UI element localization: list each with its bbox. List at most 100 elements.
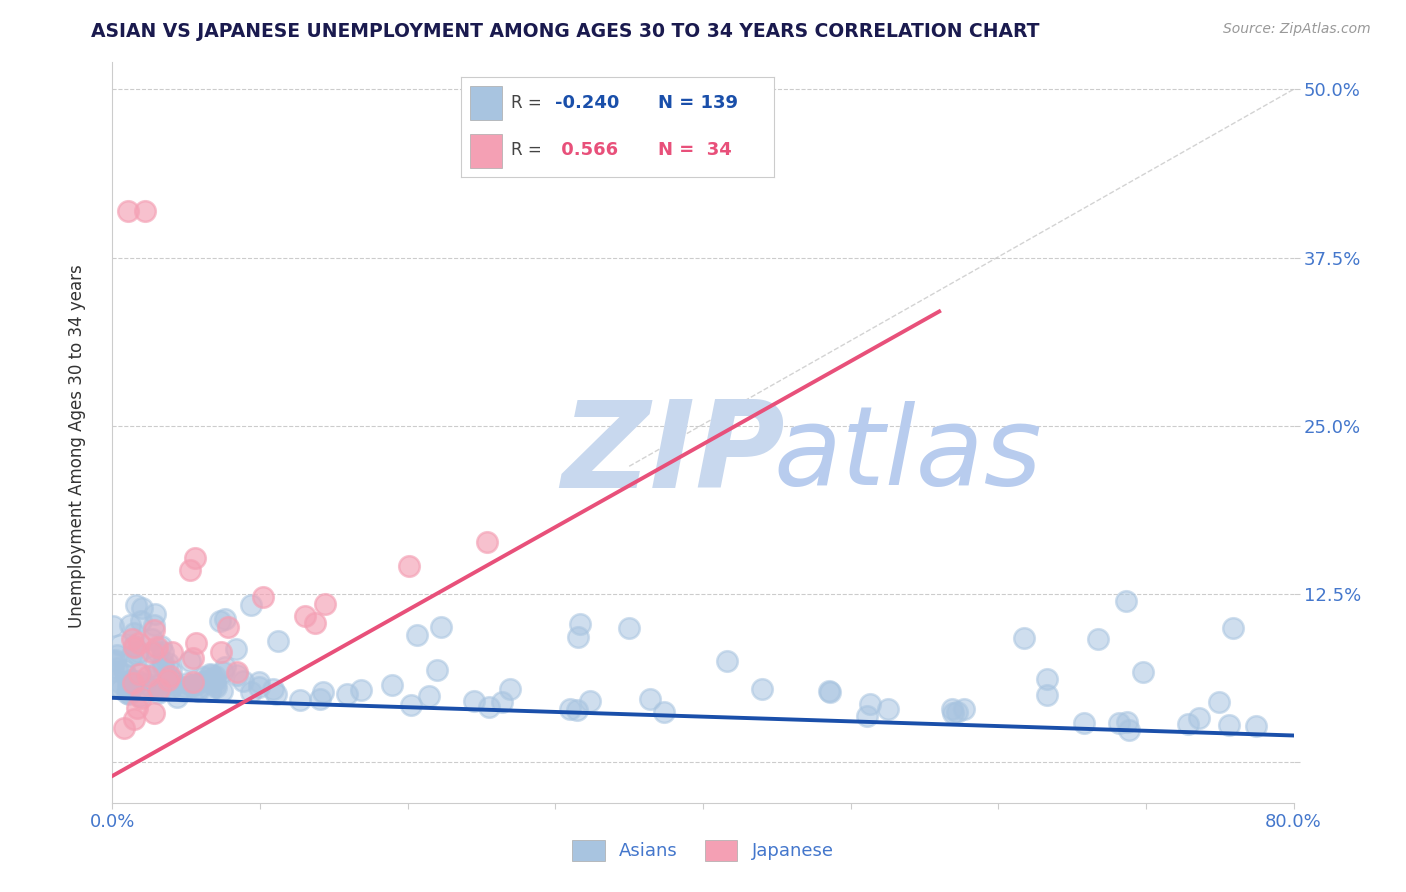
Point — [304, 615, 326, 630]
Point — [193, 674, 215, 689]
Point — [139, 680, 162, 694]
Point — [491, 695, 513, 709]
Point — [122, 625, 145, 640]
Point — [1177, 716, 1199, 731]
Point — [162, 645, 184, 659]
Point — [1087, 632, 1109, 646]
Point — [652, 705, 675, 719]
Point — [475, 535, 498, 549]
Point — [120, 648, 142, 663]
Point — [101, 664, 124, 678]
Point — [142, 617, 165, 632]
Point — [398, 559, 420, 574]
Point — [129, 665, 152, 680]
Point — [617, 621, 640, 635]
Point — [128, 636, 150, 650]
Point — [129, 690, 152, 705]
Point — [124, 678, 146, 692]
Point — [716, 654, 738, 668]
Point — [312, 685, 335, 699]
Point — [152, 660, 174, 674]
Point — [146, 686, 169, 700]
Point — [121, 632, 143, 646]
Point — [157, 657, 180, 671]
Point — [166, 690, 188, 704]
Point — [426, 663, 449, 677]
Point — [145, 645, 167, 659]
Point — [110, 681, 132, 696]
Point — [101, 654, 124, 668]
Point — [125, 648, 148, 662]
Point — [1036, 672, 1059, 686]
Point — [262, 681, 284, 696]
Point — [202, 675, 225, 690]
Point — [148, 664, 170, 678]
Point — [122, 640, 145, 655]
Point — [478, 700, 501, 714]
Point — [184, 550, 207, 565]
Point — [1132, 665, 1154, 680]
Point — [107, 674, 129, 689]
Point — [1208, 695, 1230, 709]
Point — [174, 680, 197, 694]
Point — [122, 712, 145, 726]
Point — [107, 680, 129, 694]
Point — [193, 670, 215, 684]
Point — [1246, 718, 1268, 732]
Point — [181, 674, 204, 689]
Point — [143, 607, 166, 622]
Point — [1115, 594, 1137, 608]
Point — [1073, 716, 1095, 731]
Point — [172, 684, 194, 698]
Point — [156, 676, 179, 690]
Point — [152, 645, 174, 659]
Point — [859, 698, 882, 712]
Point — [160, 664, 183, 678]
Point — [125, 598, 148, 612]
Point — [176, 676, 198, 690]
Point — [159, 669, 181, 683]
Point — [104, 653, 127, 667]
Point — [1036, 688, 1059, 702]
Point — [264, 687, 287, 701]
Point — [143, 706, 166, 720]
Point — [127, 645, 149, 659]
Point — [187, 684, 209, 698]
Point — [314, 597, 336, 611]
Point — [1012, 631, 1035, 645]
Point — [118, 687, 141, 701]
Point — [567, 631, 589, 645]
Point — [225, 642, 247, 657]
Point — [101, 618, 124, 632]
Point — [108, 638, 131, 652]
Point — [209, 614, 232, 628]
Point — [217, 620, 239, 634]
Point — [131, 601, 153, 615]
Point — [107, 648, 129, 662]
Point — [128, 689, 150, 703]
Point — [240, 685, 263, 699]
Point — [117, 203, 139, 218]
Point — [876, 702, 898, 716]
Point — [129, 614, 152, 628]
Point — [181, 650, 204, 665]
Point — [406, 627, 429, 641]
Point — [247, 675, 270, 690]
Point — [818, 685, 841, 699]
Point — [204, 673, 226, 688]
Point — [122, 676, 145, 690]
Text: ASIAN VS JAPANESE UNEMPLOYMENT AMONG AGES 30 TO 34 YEARS CORRELATION CHART: ASIAN VS JAPANESE UNEMPLOYMENT AMONG AGE… — [91, 22, 1040, 41]
Point — [118, 618, 141, 632]
Point — [1188, 711, 1211, 725]
Point — [240, 598, 263, 612]
Point — [180, 678, 202, 692]
Point — [1222, 621, 1244, 635]
Point — [209, 645, 232, 659]
Point — [558, 701, 581, 715]
Point — [252, 590, 274, 604]
Point — [141, 644, 163, 658]
Point — [120, 673, 142, 687]
Point — [136, 668, 159, 682]
Point — [143, 624, 166, 638]
Point — [149, 683, 172, 698]
